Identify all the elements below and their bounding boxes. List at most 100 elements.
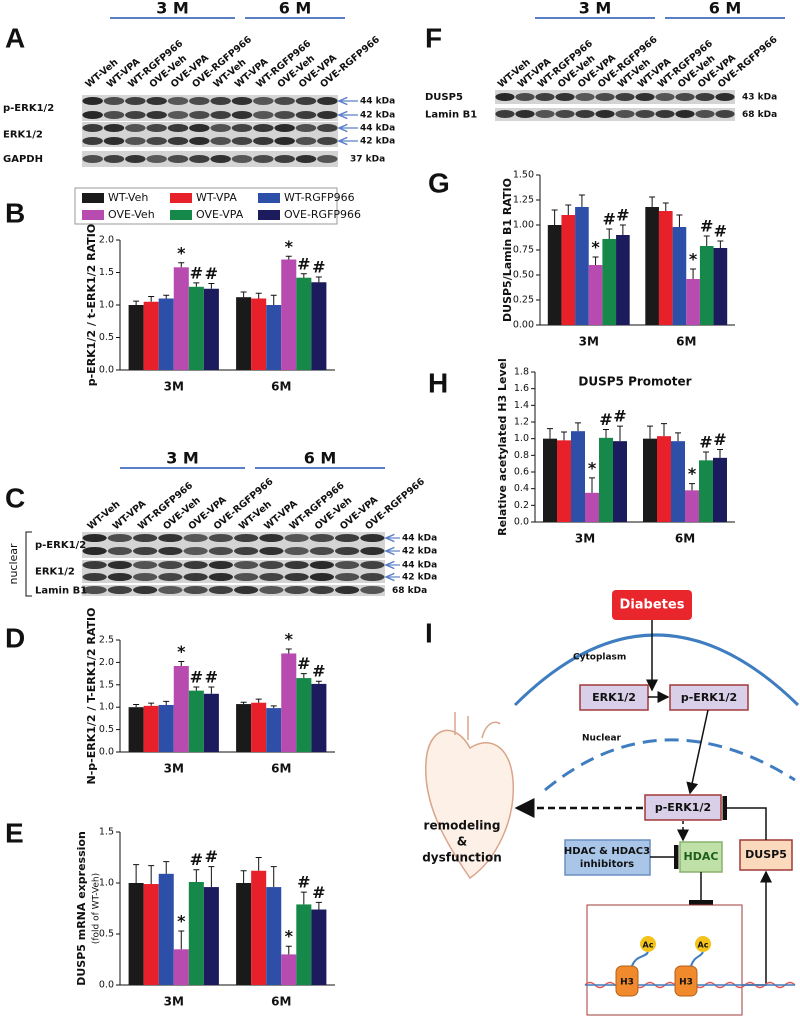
x-tick-label: 3M: [575, 532, 595, 546]
bar: [686, 279, 700, 325]
bar: [266, 305, 282, 370]
outcome-label: &: [457, 835, 467, 849]
blot-strip: [82, 95, 338, 121]
error-bar: [675, 432, 681, 442]
error-bar: [163, 861, 170, 874]
group-label: 3 M: [166, 449, 199, 468]
y-tick-label: 0.0: [99, 980, 114, 991]
band: [535, 93, 555, 101]
error-bar: [270, 294, 277, 305]
band: [284, 586, 309, 594]
y-tick-label: 0.5: [99, 332, 114, 343]
bar: [658, 211, 673, 325]
band: [253, 97, 274, 105]
group-label: 6 M: [709, 0, 742, 18]
y-tick-label: 0.25: [513, 295, 534, 306]
band: [107, 534, 132, 542]
band: [695, 93, 715, 101]
band: [259, 573, 284, 581]
band: [274, 137, 295, 145]
significance: #: [312, 258, 325, 277]
y-tick-label: 0.0: [99, 365, 114, 376]
band: [133, 586, 158, 594]
band: [210, 111, 231, 119]
bar: [645, 207, 659, 325]
y-tick-label: 0.00: [513, 320, 534, 331]
band: [295, 97, 317, 105]
y-axis-label: p-ERK1/2 / t-ERK1/2 RATIO: [85, 224, 98, 387]
band: [158, 547, 183, 555]
dusp5-label: DUSP5: [745, 848, 787, 861]
y-tick-label: 1.6: [514, 383, 529, 394]
significance: #: [190, 850, 203, 869]
bar: [713, 248, 728, 325]
bar: [561, 215, 576, 325]
y-tick-label: 0.2: [514, 500, 529, 511]
band: [695, 110, 715, 118]
band: [335, 547, 360, 555]
y-tick-label: 2.5: [99, 635, 114, 646]
kda-label: 68 kDa: [392, 586, 427, 596]
error-bar: [315, 680, 322, 684]
inhibitor-label: inhibitors: [580, 859, 634, 870]
band: [295, 137, 317, 145]
band: [309, 586, 334, 594]
band: [309, 573, 334, 581]
bar: [236, 297, 252, 370]
bar: [173, 949, 189, 985]
blot-strip: [82, 151, 338, 167]
bar: [281, 954, 297, 985]
band: [210, 137, 231, 145]
band: [715, 110, 735, 118]
kda-label: 42 kDa: [360, 111, 395, 121]
bar: [602, 239, 617, 325]
band: [317, 124, 338, 132]
blot-strip: [495, 90, 735, 104]
band: [189, 124, 210, 132]
bar: [699, 246, 714, 325]
y-axis-label: N-p-ERK1/2 / T-ERK1/2 RATIO: [85, 608, 98, 785]
error-bar: [676, 214, 683, 227]
y-tick-label: 0.6: [514, 467, 529, 478]
bar: [571, 431, 585, 522]
fraction-bracket: [25, 531, 32, 597]
kda-label: 42 kDa: [402, 573, 437, 583]
nucleosome: [615, 965, 639, 997]
error-bar: [647, 425, 653, 439]
error-bar: [133, 300, 140, 305]
error-bar: [208, 866, 215, 888]
band: [103, 111, 125, 119]
x-tick-label: 6M: [676, 335, 696, 349]
nucleosome: [674, 965, 698, 997]
row-label: ERK1/2: [35, 567, 75, 578]
significance: #: [599, 410, 612, 429]
bar: [547, 225, 562, 325]
error-bar: [163, 700, 170, 705]
legend-swatch: [258, 210, 280, 220]
band: [183, 534, 208, 542]
kda-label: 44 kDa: [360, 97, 395, 107]
band: [133, 561, 158, 569]
blot-strip: [82, 560, 385, 583]
band: [158, 573, 183, 581]
group-label: 3 M: [579, 0, 612, 18]
error-bar: [193, 686, 200, 691]
significance: #: [616, 206, 629, 225]
error-bar: [703, 451, 709, 461]
bar: [311, 909, 327, 985]
bar: [281, 259, 297, 370]
band: [555, 93, 575, 101]
bar: [643, 438, 657, 522]
bar: [236, 883, 252, 985]
acetyl: [695, 936, 711, 952]
bar: [685, 490, 699, 522]
bar: [188, 286, 204, 370]
group-label: 6 M: [304, 449, 337, 468]
significance: *: [285, 237, 294, 256]
band: [189, 111, 210, 119]
cytoplasm-label: Cytoplasm: [573, 653, 626, 663]
band: [309, 547, 334, 555]
bar: [657, 436, 671, 522]
significance: *: [177, 243, 186, 262]
row-label: Lamin B1: [425, 110, 477, 121]
